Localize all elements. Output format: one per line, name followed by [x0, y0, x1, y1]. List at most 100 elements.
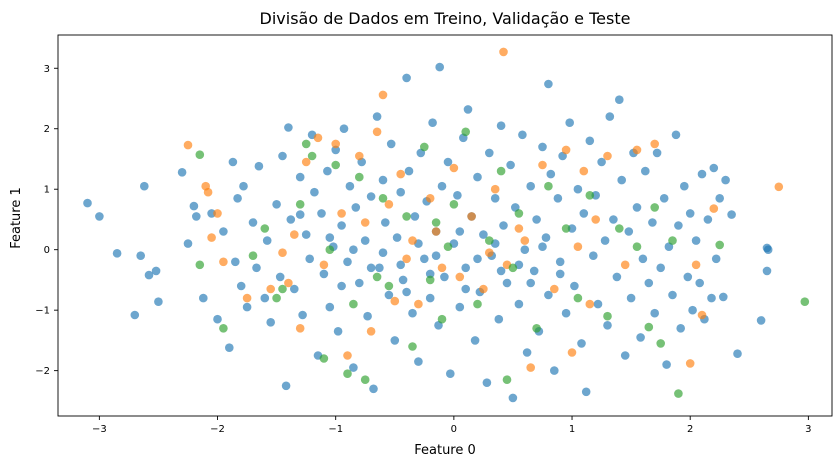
data-point	[248, 251, 258, 260]
data-point	[644, 278, 654, 288]
data-point	[470, 336, 480, 345]
data-point	[392, 233, 402, 242]
data-point	[641, 166, 650, 176]
data-point	[482, 378, 492, 388]
data-point	[301, 230, 311, 239]
data-point	[650, 139, 659, 149]
data-point	[213, 209, 222, 218]
data-point	[390, 336, 400, 345]
data-point	[375, 263, 384, 273]
data-point	[408, 236, 417, 245]
data-point	[331, 139, 341, 149]
data-point	[242, 302, 252, 312]
data-point	[585, 136, 595, 146]
data-point	[514, 209, 524, 218]
data-point	[366, 327, 376, 336]
data-point	[671, 130, 681, 140]
data-point	[650, 308, 659, 318]
y-tick-label: 2	[44, 124, 50, 135]
data-point	[656, 263, 665, 273]
data-point	[295, 200, 305, 209]
data-point	[360, 375, 370, 385]
data-point	[683, 272, 693, 282]
data-point	[360, 218, 370, 227]
data-point	[425, 275, 435, 285]
data-point	[95, 212, 104, 221]
data-point	[337, 209, 346, 218]
data-point	[443, 242, 453, 251]
plot-frame	[57, 34, 833, 417]
data-point	[518, 130, 527, 140]
data-point	[144, 270, 154, 280]
data-point	[567, 348, 577, 357]
data-point	[323, 166, 332, 176]
data-point	[431, 251, 441, 260]
data-point	[386, 139, 396, 149]
data-point	[408, 342, 417, 351]
data-point	[467, 212, 476, 221]
data-point	[502, 278, 512, 288]
data-point	[225, 343, 234, 353]
data-point	[414, 299, 423, 309]
data-point	[266, 318, 276, 327]
data-point	[390, 296, 400, 306]
data-point	[577, 339, 586, 348]
data-point	[593, 299, 603, 309]
data-point	[553, 194, 563, 203]
data-point	[496, 266, 506, 276]
data-point	[463, 105, 473, 114]
data-point	[337, 281, 346, 291]
x-tick-label: 1	[569, 424, 575, 435]
data-point	[550, 284, 559, 294]
data-point	[674, 221, 683, 230]
data-point	[485, 248, 494, 257]
data-point	[529, 266, 539, 276]
data-point	[597, 157, 606, 167]
data-point	[437, 314, 447, 324]
data-point	[591, 191, 600, 200]
data-point	[632, 145, 642, 155]
data-point	[685, 209, 695, 218]
data-point	[719, 292, 728, 302]
y-tick-label: −1	[35, 306, 50, 317]
data-point	[685, 359, 695, 368]
data-point	[449, 163, 459, 173]
data-point	[538, 242, 547, 251]
data-point	[437, 263, 447, 273]
data-point	[707, 293, 716, 303]
data-point	[252, 263, 261, 273]
data-point	[290, 230, 299, 239]
data-point	[615, 224, 624, 233]
data-point	[331, 160, 341, 170]
data-point	[620, 260, 630, 270]
data-point	[130, 310, 140, 320]
data-point	[443, 157, 453, 167]
y-tick-label: 0	[44, 245, 50, 256]
data-point	[295, 210, 305, 219]
data-point	[626, 293, 636, 303]
data-point	[435, 62, 445, 72]
data-point	[319, 260, 329, 270]
data-point	[219, 324, 228, 333]
data-point	[555, 257, 565, 267]
data-point	[437, 181, 447, 191]
y-tick-label: −2	[35, 366, 50, 377]
data-point	[676, 324, 685, 333]
data-point	[499, 47, 508, 57]
data-point	[538, 142, 547, 152]
data-point	[414, 357, 423, 366]
data-point	[203, 187, 213, 197]
data-point	[301, 139, 311, 149]
data-point	[355, 278, 364, 288]
data-point	[219, 227, 228, 236]
data-point	[561, 145, 571, 155]
data-point	[691, 260, 701, 270]
data-point	[305, 254, 315, 264]
data-point	[617, 175, 626, 185]
data-point	[455, 227, 465, 236]
data-point	[408, 308, 417, 318]
data-point	[325, 302, 335, 312]
data-point	[404, 166, 414, 176]
data-point	[461, 284, 471, 294]
